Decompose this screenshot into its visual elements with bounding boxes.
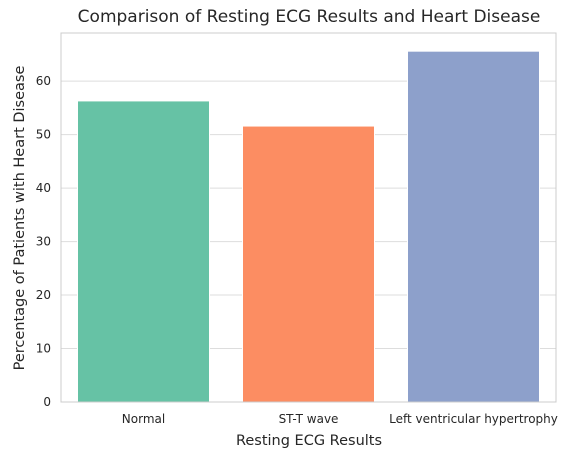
y-tick-label: 50 [36,128,51,142]
x-tick-labels: Normal ST-T wave Left ventricular hypertro… [122,412,558,426]
bar-st-t-wave [242,125,375,403]
x-axis-label: Resting ECG Results [236,433,382,449]
y-tick-labels: 0 10 20 30 40 50 60 [36,74,51,409]
y-tick-label: 30 [36,235,51,249]
y-tick-label: 60 [36,74,51,88]
x-tick-label: ST-T wave [279,412,339,426]
bar-left-ventricular-hypertrophy [407,50,540,403]
y-axis-label: Percentage of Patients with Heart Diseas… [12,66,28,371]
y-tick-label: 0 [43,395,51,409]
y-tick-label: 20 [36,288,51,302]
plot-frame [60,32,557,403]
chart-title: Comparison of Resting ECG Results and He… [78,7,541,27]
x-tick-label: Normal [122,412,165,426]
y-tick-label: 40 [36,181,51,195]
x-tick-label: Left ventricular hypertrophy [389,412,558,426]
y-tick-label: 10 [36,342,51,356]
bar-normal [77,100,210,403]
